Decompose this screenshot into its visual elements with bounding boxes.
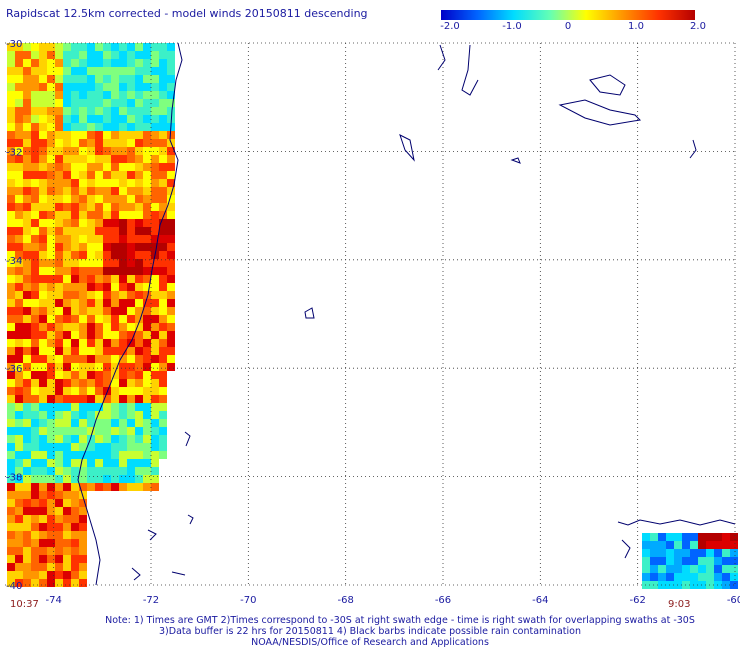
colorbar: [441, 10, 695, 20]
lon-tick-label: -64: [532, 595, 548, 606]
lon-tick-label: -70: [240, 595, 256, 606]
map-title: Rapidscat 12.5km corrected - model winds…: [6, 7, 368, 20]
footnote-line: Note: 1) Times are GMT 2)Times correspon…: [105, 615, 695, 626]
axis-tick-labels: -74 -72 -70 -68 -66 -64 -62 -60 -30 -32 -34 -36 -38 -…: [6, 39, 740, 606]
lon-tick-label: -74: [45, 595, 61, 606]
lat-tick-label: -38: [6, 473, 22, 484]
lat-tick-label: -30: [6, 39, 22, 50]
footnote-line: 3)Data buffer is 22 hrs for 20150811 4) …: [159, 626, 581, 637]
lon-tick-label: -68: [337, 595, 353, 606]
colorbar-tick-label: -2.0: [440, 21, 460, 32]
lat-tick-label: -40: [6, 581, 22, 592]
lat-tick-label: -34: [6, 256, 22, 267]
swath-time-right: 9:03: [668, 599, 691, 610]
footnote-line: NOAA/NESDIS/Office of Research and Appli…: [251, 637, 489, 648]
colorbar-tick-label: -1.0: [502, 21, 522, 32]
lon-tick-label: -62: [629, 595, 645, 606]
colorbar-tick-label: 1.0: [628, 21, 644, 32]
lon-tick-label: -60: [727, 595, 740, 606]
swath-time-left: 10:37: [10, 599, 39, 610]
footnotes: Note: 1) Times are GMT 2)Times correspon…: [0, 615, 740, 648]
coastline: [77, 42, 736, 586]
lat-tick-label: -32: [6, 147, 22, 158]
lat-tick-label: -36: [6, 364, 22, 375]
colorbar-tick-label: 0: [564, 21, 572, 32]
lon-tick-label: -72: [143, 595, 159, 606]
graticule: [5, 42, 736, 586]
lon-tick-label: -66: [435, 595, 451, 606]
colorbar-tick-label: 2.0: [690, 21, 706, 32]
